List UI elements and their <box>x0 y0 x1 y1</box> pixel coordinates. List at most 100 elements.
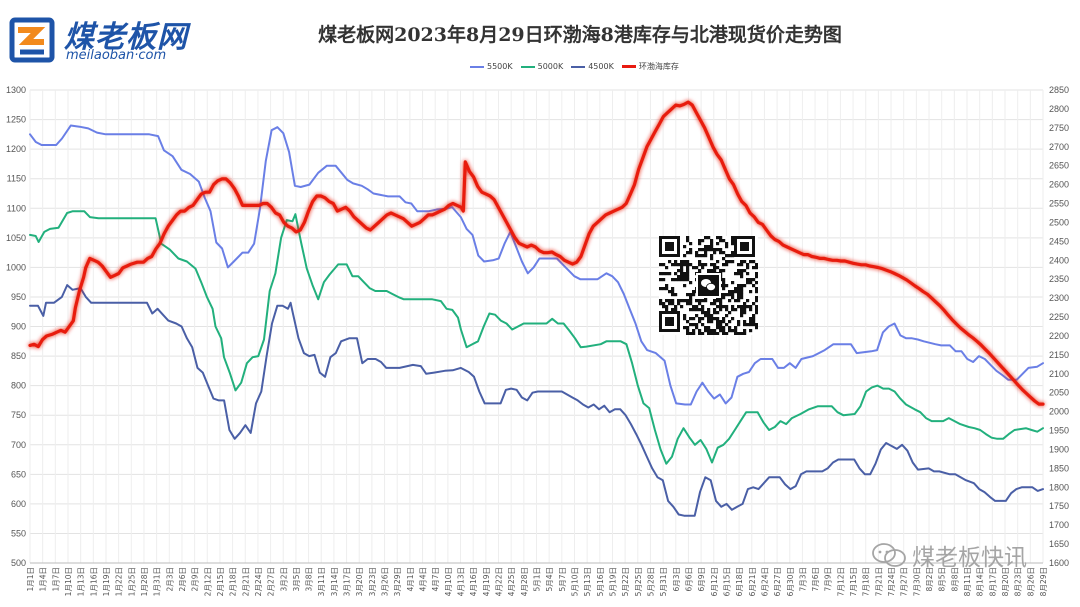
x-tick-label: 8月11日 <box>963 567 972 596</box>
x-tick-label: 1月4日 <box>39 567 48 592</box>
x-tick-label: 1月10日 <box>64 567 73 596</box>
legend-swatch <box>621 65 636 68</box>
x-tick-label: 6月3日 <box>672 567 681 592</box>
x-tick-label: 4月7日 <box>431 567 440 592</box>
x-tick-label: 7月21日 <box>874 567 883 596</box>
watermark: 煤老板快讯 <box>872 538 1027 572</box>
x-tick-label: 3月26日 <box>381 567 390 596</box>
y-left-tick-label: 900 <box>11 322 26 332</box>
x-tick-label: 7月24日 <box>887 567 896 596</box>
x-tick-label: 2月27日 <box>267 567 276 596</box>
x-tick-label: 7月6日 <box>811 567 820 592</box>
x-tick-label: 5月25日 <box>634 567 643 596</box>
x-tick-label: 5月22日 <box>621 567 630 596</box>
x-tick-label: 5月19日 <box>608 567 617 596</box>
y-right-tick-label: 1950 <box>1049 426 1069 436</box>
legend-swatch <box>470 65 484 68</box>
x-tick-label: 3月2日 <box>279 567 288 592</box>
x-tick-label: 8月5日 <box>938 567 947 592</box>
x-tick-label: 1月7日 <box>51 567 60 592</box>
y-left-tick-label: 650 <box>11 469 26 479</box>
y-right-tick-label: 2050 <box>1049 388 1069 398</box>
x-tick-label: 7月12日 <box>836 567 845 596</box>
x-tick-label: 3月11日 <box>317 567 326 596</box>
y-right-tick-label: 2350 <box>1049 274 1069 284</box>
x-tick-label: 1月1日 <box>26 567 35 592</box>
x-tick-label: 6月15日 <box>722 567 731 596</box>
y-left-tick-label: 1250 <box>6 115 26 125</box>
x-tick-label: 5月28日 <box>646 567 655 596</box>
x-tick-label: 7月9日 <box>824 567 833 592</box>
x-tick-label: 7月30日 <box>912 567 921 596</box>
x-tick-label: 6月30日 <box>786 567 795 596</box>
legend-label: 4500K <box>588 62 614 71</box>
y-right-tick-label: 2150 <box>1049 350 1069 360</box>
logo-icon <box>8 16 56 64</box>
x-tick-label: 8月29日 <box>1039 567 1048 596</box>
legend-item: 5000K <box>520 62 564 71</box>
y-right-tick-label: 2850 <box>1049 85 1069 95</box>
series-line-5000K <box>29 210 1044 465</box>
y-left-tick-label: 850 <box>11 351 26 361</box>
x-tick-label: 1月25日 <box>127 567 136 596</box>
x-tick-label: 3月8日 <box>305 567 314 592</box>
x-tick-label: 7月27日 <box>900 567 909 596</box>
x-tick-label: 7月15日 <box>849 567 858 596</box>
y-right-tick-label: 2700 <box>1049 142 1069 152</box>
x-tick-label: 2月21日 <box>241 567 250 596</box>
qr-code-icon <box>659 236 759 336</box>
x-tick-label: 4月4日 <box>419 567 428 592</box>
wechat-icon <box>872 543 906 567</box>
x-tick-label: 4月16日 <box>469 567 478 596</box>
y-right-tick-label: 2800 <box>1049 104 1069 114</box>
y-right-tick-label: 2100 <box>1049 369 1069 379</box>
x-tick-label: 5月7日 <box>558 567 567 592</box>
x-tick-label: 5月10日 <box>570 567 579 596</box>
x-tick-label: 1月16日 <box>89 567 98 596</box>
watermark-text: 煤老板快讯 <box>912 545 1027 571</box>
y-left-tick-label: 1050 <box>6 233 26 243</box>
x-tick-label: 6月12日 <box>710 567 719 596</box>
x-tick-label: 1月19日 <box>102 567 111 596</box>
x-tick-label: 4月13日 <box>457 567 466 596</box>
x-tick-label: 3月23日 <box>368 567 377 596</box>
y-right-tick-label: 1600 <box>1049 558 1069 568</box>
legend-swatch <box>520 65 535 68</box>
y-left-tick-label: 600 <box>11 499 26 509</box>
x-tick-label: 4月22日 <box>495 567 504 596</box>
y-left-tick-label: 1200 <box>6 144 26 154</box>
y-left-tick-label: 1150 <box>7 174 26 184</box>
x-tick-label: 5月31日 <box>659 567 668 596</box>
x-tick-label: 1月31日 <box>153 567 162 596</box>
y-right-tick-label: 1800 <box>1049 482 1069 492</box>
x-tick-label: 7月3日 <box>798 567 807 592</box>
y-right-tick-label: 2300 <box>1049 293 1069 303</box>
y-left-tick-label: 950 <box>11 292 26 302</box>
y-left-tick-label: 500 <box>11 558 26 568</box>
chart-legend: 5500K 5000K 4500K 环渤海库存 <box>470 61 679 72</box>
y-left-tick-label: 700 <box>11 440 26 450</box>
y-right-tick-label: 1700 <box>1049 520 1069 530</box>
x-tick-label: 5月16日 <box>596 567 605 596</box>
logo-text: 煤老板网 <box>64 20 188 55</box>
y-right-tick-label: 2650 <box>1049 161 1069 171</box>
x-tick-label: 4月25日 <box>507 567 516 596</box>
x-tick-label: 6月24日 <box>760 567 769 596</box>
legend-item: 4500K <box>571 62 614 71</box>
logo-subtext: meilaoban·com <box>66 48 167 63</box>
x-tick-label: 1月22日 <box>115 567 124 596</box>
x-tick-label: 3月20日 <box>355 567 364 596</box>
y-right-tick-label: 2550 <box>1049 199 1069 209</box>
series-line-4500K <box>29 284 1044 517</box>
y-right-tick-label: 2600 <box>1049 180 1069 190</box>
x-tick-label: 8月17日 <box>988 567 997 596</box>
y-right-tick-label: 2000 <box>1049 407 1069 417</box>
series-line-5500K <box>29 124 1044 406</box>
x-tick-label: 3月14日 <box>330 567 339 596</box>
legend-label: 5000K <box>537 62 564 71</box>
x-tick-label: 2月18日 <box>229 567 238 596</box>
legend-item: 环渤海库存 <box>621 61 679 72</box>
x-tick-label: 8月8日 <box>950 567 959 592</box>
y-right-tick-label: 2200 <box>1049 331 1069 341</box>
